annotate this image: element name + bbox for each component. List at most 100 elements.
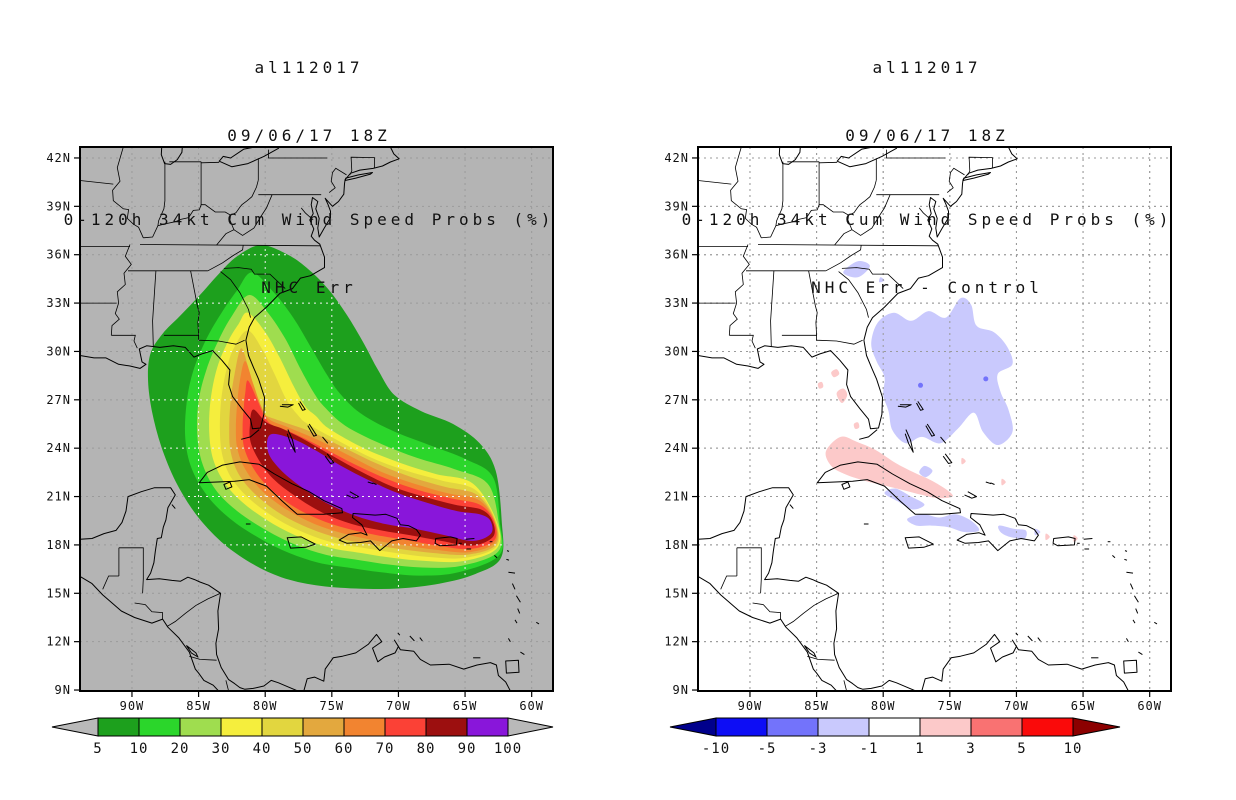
right-map-frame [697,146,1172,692]
right-difference-shading [817,260,1078,542]
svg-text:42N: 42N [46,151,71,165]
left-colorbar-right-arrow [507,717,554,737]
right-colorbar-tick-label: 5 [1017,741,1026,757]
difference-dot-level--3 [983,376,989,382]
left-map-frame [79,146,554,692]
right-colorbar-segment [817,717,870,737]
left-colorbar-left-arrow [51,717,99,737]
left-map: 42N 39N 36N 33N 30N 27N 24N 21N 18N 15N 12N 9N 90W 85… [46,146,554,757]
right-colorbar-segment [868,717,921,737]
svg-text:60W: 60W [519,699,544,713]
difference-region-level--1 [998,525,1027,539]
contour-level-90 [266,433,493,541]
svg-text:75W: 75W [937,699,962,713]
difference-region-level-1 [825,436,953,499]
left-colorbar-tick-label: 50 [294,741,313,757]
difference-region-level--1 [1034,528,1041,536]
right-colorbar-tick-label: 10 [1064,741,1083,757]
difference-region-level-1 [831,369,840,378]
svg-text:21N: 21N [664,490,689,504]
svg-text:18N: 18N [664,538,689,552]
svg-text:39N: 39N [664,199,689,213]
svg-text:39N: 39N [46,199,71,213]
svg-text:9N: 9N [55,683,71,697]
difference-region-level--1 [878,277,885,283]
right-coastlines [698,147,1158,691]
right-axis-labels: 42N 39N 36N 33N 30N 27N 24N 21N 18N 15N 12N 9N 90W 85… [664,151,1162,713]
left-probability-contours [147,244,504,589]
right-colorbar-left-arrow [669,717,717,737]
difference-region-level--1 [871,297,1013,445]
difference-dot-level--3 [918,382,924,388]
svg-text:9N: 9N [673,683,689,697]
svg-text:70W: 70W [386,699,411,713]
svg-text:30N: 30N [46,344,71,358]
svg-text:15N: 15N [46,586,71,600]
right-colorbar-segment [970,717,1023,737]
difference-region-level--1 [884,488,925,510]
left-colorbar-tick-label: 100 [494,741,522,757]
left-storm-id: al112017 [254,58,364,77]
svg-text:15N: 15N [664,586,689,600]
left-panel-titles: al112017 09/06/17 18Z 0-120h 34kt Cum Wi… [0,18,618,338]
svg-text:36N: 36N [664,248,689,262]
left-colorbar-segment [466,717,509,737]
svg-text:70W: 70W [1004,699,1029,713]
svg-text:90W: 90W [120,699,145,713]
right-political-borders [698,147,993,691]
difference-region-level-1 [817,381,824,389]
left-colorbar-segment [384,717,427,737]
left-colorbar: 5 10 20 30 40 50 60 70 80 90 100 [51,717,554,757]
right-colorbar-segment [1021,717,1074,737]
right-colorbar-segment [766,717,819,737]
left-colorbar-tick-label: 40 [253,741,272,757]
svg-text:75W: 75W [319,699,344,713]
right-panel-titles: al112017 09/06/17 18Z 0-120h 34kt Cum Wi… [618,18,1236,338]
left-colorbar-segment [343,717,386,737]
left-init-time: 09/06/17 18Z [227,126,391,145]
svg-text:21N: 21N [46,490,71,504]
right-colorbar-tick-label: -1 [860,741,879,757]
right-colorbar-tick-label: 1 [915,741,924,757]
svg-text:85W: 85W [186,699,211,713]
left-colorbar-segment [97,717,140,737]
left-political-borders [80,147,375,691]
left-colorbar-segment [220,717,263,737]
right-colorbar: -10 -5 -3 -1 1 3 5 10 [669,717,1121,757]
left-chart-subtitle: NHC Err [261,278,357,297]
right-colorbar-right-arrow [1072,717,1121,737]
svg-text:60W: 60W [1137,699,1162,713]
svg-text:33N: 33N [46,296,71,310]
right-colorbar-tick-label: -3 [809,741,828,757]
svg-text:24N: 24N [46,441,71,455]
left-axis-labels: 42N 39N 36N 33N 30N 27N 24N 21N 18N 15N 12N 9N 90W 85… [46,151,544,713]
left-colorbar-tick-label: 20 [171,741,190,757]
svg-text:36N: 36N [46,248,71,262]
left-colorbar-tick-label: 60 [335,741,354,757]
left-colorbar-tick-label: 5 [93,741,102,757]
difference-region-level-1 [853,422,860,429]
svg-text:90W: 90W [738,699,763,713]
left-colorbar-segment [261,717,304,737]
left-colorbar-segment [179,717,222,737]
svg-text:27N: 27N [46,393,71,407]
svg-text:30N: 30N [664,344,689,358]
svg-text:80W: 80W [871,699,896,713]
difference-region-level--1 [843,260,870,278]
right-colorbar-tick-label: -10 [702,741,730,757]
left-colorbar-segment [425,717,468,737]
difference-region-level-1 [1001,478,1006,486]
svg-text:33N: 33N [664,296,689,310]
right-colorbar-segment [919,717,972,737]
right-chart-subtitle: NHC Err - Control [811,278,1043,297]
left-colorbar-tick-label: 10 [130,741,149,757]
difference-region-level--1 [985,353,993,362]
left-colorbar-tick-label: 90 [458,741,477,757]
left-coastlines [80,147,540,691]
right-chart-title: 0-120h 34kt Cum Wind Speed Probs (%) [681,210,1173,229]
difference-region-level--1 [907,514,980,533]
difference-region-level-1 [836,388,848,404]
right-storm-id: al112017 [872,58,982,77]
